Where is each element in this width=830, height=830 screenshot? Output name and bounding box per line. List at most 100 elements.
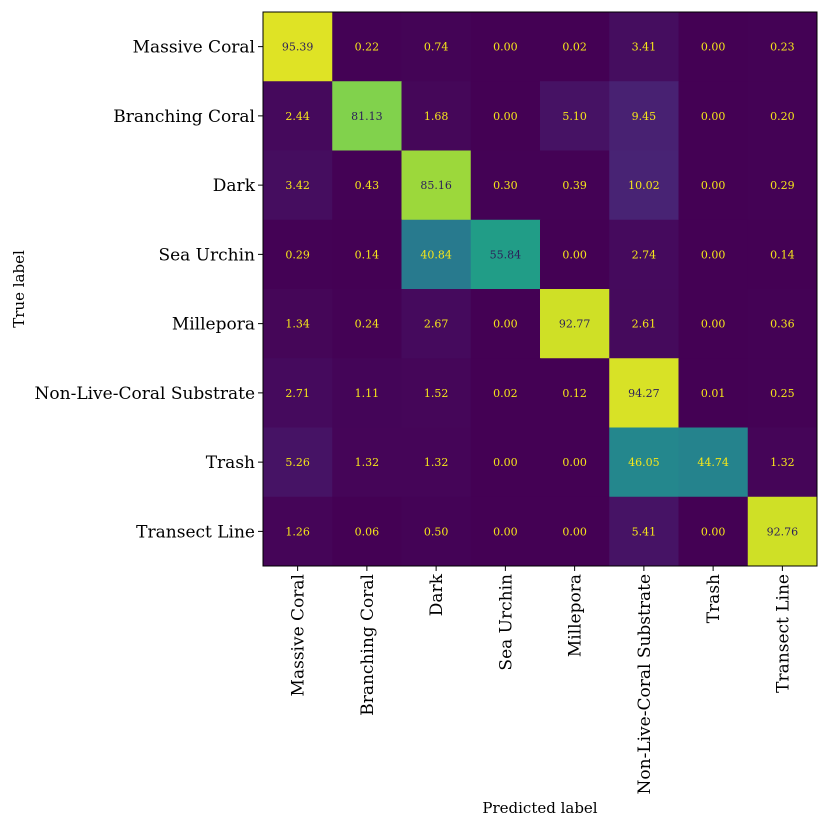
cell-value-label: 95.39: [282, 41, 314, 54]
cell-value-label: 0.00: [701, 179, 726, 192]
cell-value-label: 85.16: [420, 179, 452, 192]
cell-value-label: 92.77: [559, 318, 591, 331]
heatmap-cell-sea-urchin-non-live-coral-substrate: [609, 219, 679, 290]
heatmap-cell-dark-trash: [678, 150, 749, 221]
cell-value-label: 1.32: [424, 456, 449, 469]
heatmap-cell-dark-non-live-coral-substrate: [609, 150, 679, 221]
cell-value-label: 2.67: [424, 318, 449, 331]
y-tick-label-non-live-coral-substrate: Non-Live-Coral Substrate: [35, 384, 255, 404]
heatmap-cell-millepora-branching-coral: [332, 289, 402, 359]
cell-value-label: 0.00: [701, 41, 726, 54]
heatmap-cell-branching-coral-transect-line: [747, 81, 818, 151]
heatmap-cell-branching-coral-dark: [401, 81, 472, 151]
cell-value-label: 5.41: [632, 525, 657, 538]
heatmap-cell-trash-millepora: [540, 427, 610, 498]
heatmap-cell-dark-massive-coral: [263, 150, 333, 221]
heatmap-cell-massive-coral-transect-line: [747, 12, 818, 82]
cell-value-label: 0.50: [424, 525, 449, 538]
x-axis-ticks: Massive Coral Branching Coral Dark Sea Urch…: [289, 566, 793, 794]
x-tick-label-sea-urchin: Sea Urchin: [496, 574, 516, 671]
cell-value-label: 5.10: [562, 110, 587, 123]
heatmap-cell-massive-coral-dark: [401, 12, 472, 82]
heatmap-cell-sea-urchin-sea-urchin: [470, 219, 541, 290]
cell-value-label: 2.71: [285, 387, 310, 400]
cell-value-label: 3.42: [285, 179, 310, 192]
cell-value-label: 3.41: [632, 41, 657, 54]
cell-value-label: 1.32: [355, 456, 380, 469]
cell-value-label: 0.43: [355, 179, 380, 192]
heatmap-cell-massive-coral-millepora: [540, 12, 610, 82]
heatmap-cell-transect-line-dark: [401, 496, 472, 567]
heatmap-cell-trash-branching-coral: [332, 427, 402, 498]
cell-value-label: 10.02: [628, 179, 660, 192]
heatmap-cell-massive-coral-non-live-coral-substrate: [609, 12, 679, 82]
cell-value-label: 0.14: [770, 248, 795, 261]
x-tick-label-trash: Trash: [704, 574, 724, 623]
plot-frame: [262, 11, 818, 567]
heatmap-cell-non-live-coral-substrate-non-live-coral-substrate: [609, 358, 679, 428]
heatmap-cell-millepora-non-live-coral-substrate: [609, 289, 679, 359]
cell-value-label: 0.00: [562, 525, 587, 538]
heatmap-cell-dark-branching-coral: [332, 150, 402, 221]
heatmap-cell-trash-sea-urchin: [470, 427, 541, 498]
heatmap-cell-millepora-millepora: [540, 289, 610, 359]
heatmap-cell-dark-millepora: [540, 150, 610, 221]
cell-value-label: 2.74: [632, 248, 657, 261]
heatmap-cell-sea-urchin-millepora: [540, 219, 610, 290]
heatmap-cell-trash-transect-line: [747, 427, 818, 498]
x-tick-label-dark: Dark: [427, 573, 447, 616]
heatmap-cell-branching-coral-massive-coral: [263, 81, 333, 151]
heatmap-cell-millepora-transect-line: [747, 289, 818, 359]
heatmap-cell-millepora-sea-urchin: [470, 289, 541, 359]
x-tick-label-massive-coral: Massive Coral: [289, 574, 309, 696]
heatmap-cell-transect-line-sea-urchin: [470, 496, 541, 567]
cell-value-label: 0.00: [701, 525, 726, 538]
heatmap-cell-non-live-coral-substrate-massive-coral: [263, 358, 333, 428]
cell-value-label: 0.29: [285, 248, 310, 261]
heatmap-cell-branching-coral-branching-coral: [332, 81, 402, 151]
cell-value-label: 2.61: [632, 318, 657, 331]
cell-value-label: 92.76: [767, 525, 799, 538]
heatmap-cell-trash-trash: [678, 427, 749, 498]
heatmap-cell-branching-coral-sea-urchin: [470, 81, 541, 151]
heatmap-cell-transect-line-massive-coral: [263, 496, 333, 567]
heatmap-cell-millepora-massive-coral: [263, 289, 333, 359]
cell-value-label: 44.74: [697, 456, 729, 469]
cell-value-label: 0.14: [355, 248, 380, 261]
cell-value-label: 0.06: [355, 525, 380, 538]
x-axis-label: Predicted label: [482, 799, 597, 817]
heatmap-cell-millepora-trash: [678, 289, 749, 359]
heatmap-cell-transect-line-trash: [678, 496, 749, 567]
heatmap-cell-transect-line-millepora: [540, 496, 610, 567]
heatmap-cell-massive-coral-trash: [678, 12, 749, 82]
y-tick-label-millepora: Millepora: [172, 315, 255, 335]
cell-value-label: 1.26: [285, 525, 310, 538]
y-tick-label-sea-urchin: Sea Urchin: [158, 245, 255, 265]
x-tick-label-millepora: Millepora: [566, 574, 586, 657]
heatmap-cell-sea-urchin-trash: [678, 219, 749, 290]
cell-value-label: 0.25: [770, 387, 795, 400]
heatmap-cell-massive-coral-massive-coral: [263, 12, 333, 82]
y-axis-label: True label: [10, 250, 28, 328]
cell-value-label: 1.34: [285, 318, 310, 331]
heatmap-cell-non-live-coral-substrate-transect-line: [747, 358, 818, 428]
cell-value-label: 0.00: [493, 41, 518, 54]
heatmap-cell-sea-urchin-massive-coral: [263, 219, 333, 290]
heatmap-cell-dark-transect-line: [747, 150, 818, 221]
cell-value-label: 0.00: [701, 110, 726, 123]
heatmap-cell-transect-line-branching-coral: [332, 496, 402, 567]
cell-value-label: 0.74: [424, 41, 449, 54]
cell-value-label: 0.00: [493, 525, 518, 538]
cell-value-label: 0.39: [562, 179, 587, 192]
heatmap-cell-dark-sea-urchin: [470, 150, 541, 221]
heatmap-cell-transect-line-transect-line: [747, 496, 818, 567]
cell-value-label: 0.29: [770, 179, 795, 192]
cell-value-label: 46.05: [628, 456, 660, 469]
heatmap-cell-sea-urchin-dark: [401, 219, 472, 290]
cell-value-label: 0.01: [701, 387, 726, 400]
cell-value-label: 0.24: [355, 318, 380, 331]
cell-value-label: 94.27: [628, 387, 660, 400]
cell-value-label: 0.02: [562, 41, 587, 54]
cell-value-label: 1.32: [770, 456, 795, 469]
